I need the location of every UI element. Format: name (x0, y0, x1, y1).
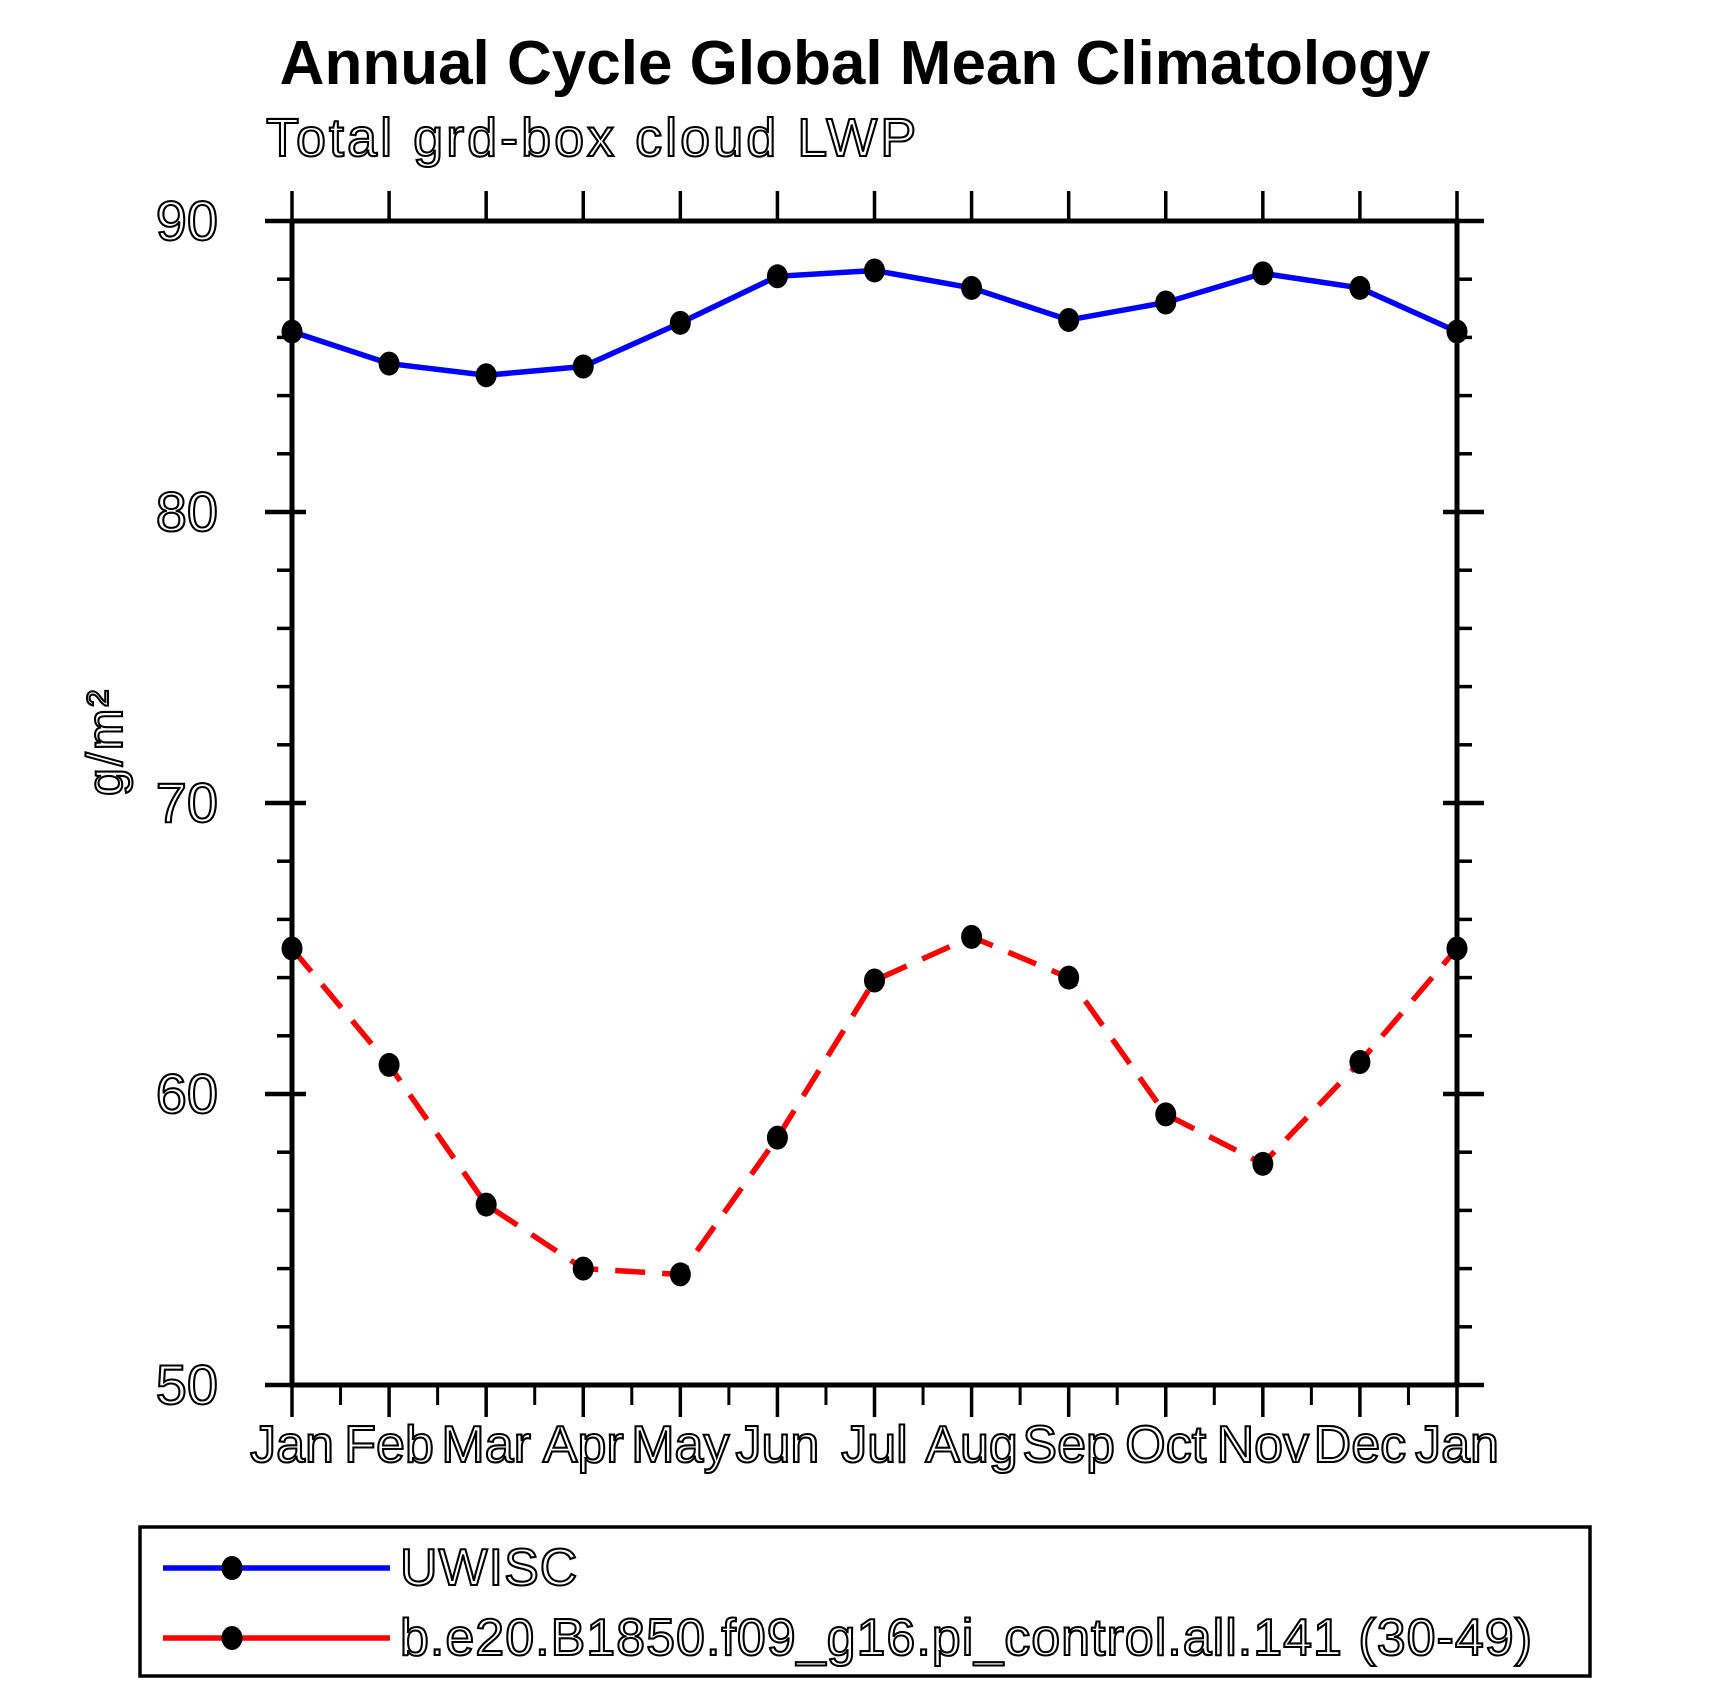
y-tick-label: 80 (156, 480, 218, 543)
x-tick-label: Jan (1415, 1416, 1499, 1474)
data-point-0-jan (1446, 319, 1468, 344)
data-point-1-jul (864, 968, 885, 993)
data-point-0-apr (572, 354, 594, 379)
data-point-1-mar (475, 1192, 497, 1217)
data-point-1-may (669, 1262, 691, 1287)
x-tick-label: Nov (1217, 1416, 1309, 1474)
data-point-0-jul (864, 258, 885, 283)
data-point-1-jan (1446, 936, 1468, 961)
y-tick-label: 60 (156, 1062, 218, 1125)
data-point-0-dec (1349, 275, 1371, 300)
x-tick-label: Dec (1314, 1416, 1406, 1474)
data-point-1-feb (378, 1052, 400, 1077)
data-point-1-oct (1155, 1102, 1177, 1127)
x-tick-label: Mar (441, 1416, 531, 1474)
x-tick-label: Aug (925, 1416, 1018, 1474)
data-point-0-jan (281, 319, 303, 344)
plot-series (281, 258, 1468, 1287)
x-tick-label: Jul (841, 1416, 907, 1474)
data-point-0-jun (766, 264, 788, 289)
y-tick-label: 50 (156, 1353, 218, 1416)
data-point-1-sep (1058, 965, 1080, 990)
x-tick-label: Jan (250, 1416, 334, 1474)
x-tick-label: Oct (1125, 1416, 1206, 1474)
data-point-1-dec (1349, 1049, 1371, 1074)
x-tick-label: May (631, 1416, 729, 1474)
data-point-1-aug (961, 924, 983, 949)
legend-marker-uwisc-circle-icon (221, 1556, 243, 1580)
x-tick-label: Jun (735, 1416, 819, 1474)
legend-label-model: b.e20.B1850.f09_g16.pi_control.all.141 (… (400, 1609, 1533, 1667)
data-point-0-nov (1252, 261, 1274, 286)
data-point-1-jun (766, 1125, 788, 1150)
axis-frame (289, 218, 1460, 1388)
y-tick-label: 90 (156, 189, 218, 252)
legend-label-uwisc: UWISC (400, 1539, 578, 1597)
data-point-0-oct (1155, 290, 1177, 315)
series-line-0 (291, 267, 1459, 378)
x-tick-label: Feb (344, 1416, 434, 1474)
x-tick-label: Sep (1022, 1416, 1115, 1474)
y-tick-label: 70 (156, 771, 218, 834)
plot-axes: Jan Feb Mar Apr May Jun Jul Aug Sep Oct Nov Dec Jan9… (155, 188, 1500, 1475)
data-point-0-sep (1058, 307, 1080, 332)
data-point-1-nov (1252, 1151, 1274, 1176)
x-tick-label: Apr (543, 1416, 624, 1474)
data-point-1-jan (281, 936, 303, 961)
legend-box (138, 1525, 1592, 1678)
legend-marker-model-circle-icon (221, 1626, 243, 1650)
chart-subtitle: Total grd-box cloud LWP (266, 108, 919, 168)
data-point-1-apr (572, 1256, 594, 1281)
data-point-0-feb (378, 351, 400, 376)
data-point-0-mar (475, 363, 497, 388)
y-axis-label: g/m² (77, 688, 133, 796)
chart-title: Annual Cycle Global Mean Climatology (280, 29, 1431, 98)
data-point-0-may (669, 310, 691, 335)
legend: UWISC b.e20.B1850.f09_g16.pi_control.all… (138, 1525, 1592, 1678)
data-point-0-aug (961, 275, 983, 300)
